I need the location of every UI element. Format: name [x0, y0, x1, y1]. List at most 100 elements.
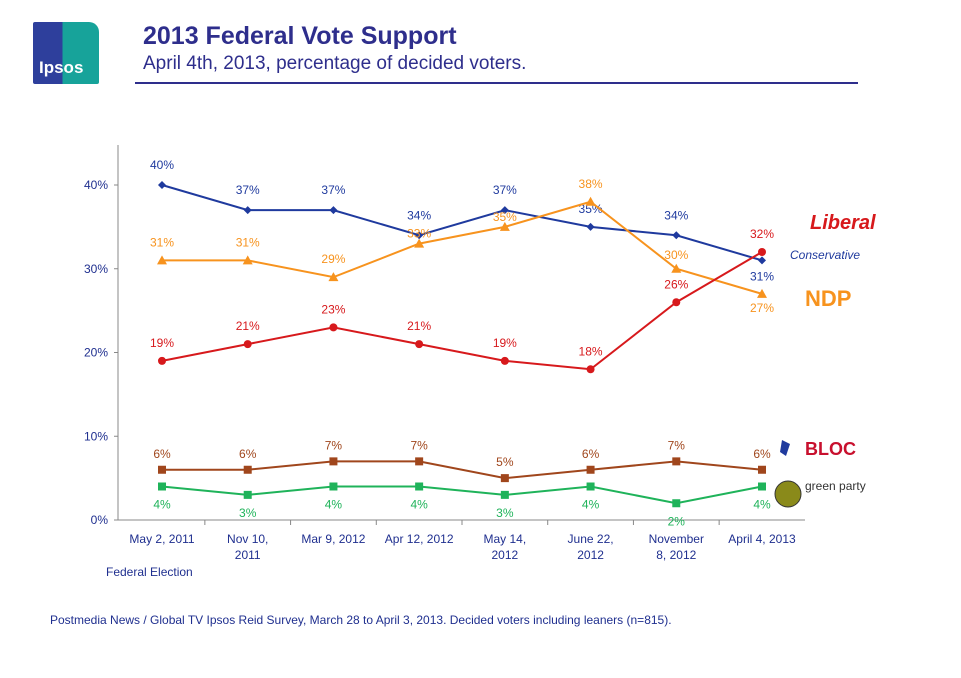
x-tick-label: Mar 9, 2012 — [301, 532, 365, 546]
x-tick-label: May 2, 2011 — [129, 532, 194, 546]
legend-logo-bloc: BLOC — [805, 439, 856, 459]
chart-subtitle: April 4th, 2013, percentage of decided v… — [143, 53, 527, 74]
data-point — [586, 222, 595, 231]
data-label: 4% — [325, 498, 343, 512]
data-label: 30% — [664, 248, 688, 262]
data-point — [415, 340, 424, 349]
data-point — [672, 499, 681, 508]
legend-logo-ndp: NDP — [805, 286, 851, 311]
data-point — [329, 457, 338, 466]
data-label: 5% — [496, 455, 514, 469]
data-point — [158, 356, 166, 365]
data-point — [500, 474, 509, 483]
data-point — [157, 255, 167, 265]
data-label: 34% — [664, 208, 688, 222]
series-line-conservative — [161, 184, 763, 262]
data-point — [758, 256, 766, 265]
data-point — [758, 248, 766, 256]
data-label: 21% — [236, 319, 260, 333]
data-label: 32% — [750, 227, 774, 241]
data-point — [586, 465, 595, 474]
data-point — [415, 482, 424, 491]
x-tick-label: Nov 10, — [227, 532, 268, 546]
data-label: 37% — [236, 183, 260, 197]
data-label: 3% — [239, 506, 257, 520]
y-tick-label: 20% — [84, 346, 108, 360]
data-point — [243, 465, 252, 474]
data-point — [415, 231, 424, 240]
series-line-ndp — [162, 200, 763, 295]
data-point — [672, 298, 681, 307]
data-point — [329, 482, 338, 491]
data-point — [586, 365, 595, 374]
line-chart: 0% 10% 20% 30% 40% May 2, 2011 Nov 10, 2011 Mar … — [84, 145, 876, 579]
data-label: 4% — [153, 498, 171, 512]
legend-logo-liberal: Liberal — [810, 212, 876, 234]
data-point — [158, 465, 166, 474]
data-point — [672, 231, 681, 240]
data-label: 6% — [582, 447, 600, 461]
title-rule — [135, 82, 858, 84]
x-tick-label: 2012 — [577, 548, 604, 562]
y-tick-label: 10% — [84, 429, 108, 443]
data-point — [243, 340, 252, 349]
data-label: 35% — [493, 210, 517, 224]
data-point — [329, 323, 338, 332]
data-point — [242, 255, 253, 265]
data-label: 23% — [321, 302, 345, 316]
x-tick-label: 8, 2012 — [656, 548, 696, 562]
data-point — [757, 288, 767, 298]
data-point — [243, 206, 252, 215]
data-label: 18% — [579, 344, 603, 358]
bloc-logo-icon — [780, 440, 790, 456]
data-point — [328, 272, 339, 282]
data-label: 37% — [493, 183, 517, 197]
data-label: 7% — [410, 438, 428, 452]
data-label: 7% — [668, 438, 686, 452]
x-tick-label: 2011 — [235, 548, 261, 562]
data-point — [758, 465, 766, 474]
data-point — [585, 196, 596, 206]
data-point — [415, 457, 424, 466]
data-label: 27% — [750, 301, 774, 315]
data-label: 38% — [579, 177, 603, 191]
data-label: 31% — [750, 269, 774, 283]
data-point — [158, 482, 166, 491]
data-label: 19% — [493, 336, 517, 350]
data-label: 37% — [321, 183, 345, 197]
y-tick-label: 40% — [84, 178, 108, 192]
x-tick-label: 2012 — [492, 548, 519, 562]
data-point — [329, 206, 338, 215]
footnote: Postmedia News / Global TV Ipsos Reid Su… — [50, 613, 672, 627]
data-label: 4% — [410, 498, 428, 512]
data-point — [758, 482, 766, 491]
data-label: 34% — [407, 208, 431, 222]
data-label: 4% — [582, 498, 600, 512]
data-label: 4% — [753, 498, 771, 512]
data-point — [586, 482, 595, 491]
data-label: 6% — [239, 447, 257, 461]
x-tick-label: June 22, — [568, 532, 614, 546]
data-label: 6% — [753, 447, 771, 461]
data-point — [671, 263, 682, 273]
data-point — [414, 238, 425, 248]
series-line-green — [161, 485, 763, 505]
x-tick-label: November — [649, 532, 704, 546]
legend-logo-green: green party — [805, 479, 866, 493]
data-label: 33% — [407, 227, 431, 241]
x-category-note: Federal Election — [106, 565, 193, 579]
data-label: 31% — [150, 235, 174, 249]
data-point — [500, 206, 509, 215]
x-tick-label: May 14, — [484, 532, 527, 546]
ipsos-logo: Ipsos — [33, 22, 99, 84]
y-tick-label: 0% — [91, 513, 109, 527]
chart-title: 2013 Federal Vote Support — [143, 22, 457, 50]
legend-logo-conservative: Conservative — [790, 248, 860, 262]
data-label: 19% — [150, 336, 174, 350]
data-point — [672, 457, 681, 466]
data-label: 7% — [325, 438, 343, 452]
data-point — [499, 221, 510, 231]
data-label: 26% — [664, 277, 688, 291]
x-tick-label: April 4, 2013 — [728, 532, 796, 546]
